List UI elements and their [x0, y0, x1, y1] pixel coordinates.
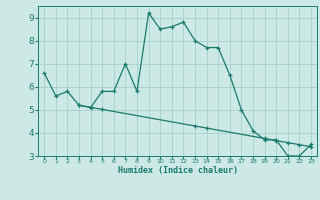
X-axis label: Humidex (Indice chaleur): Humidex (Indice chaleur): [118, 166, 238, 175]
